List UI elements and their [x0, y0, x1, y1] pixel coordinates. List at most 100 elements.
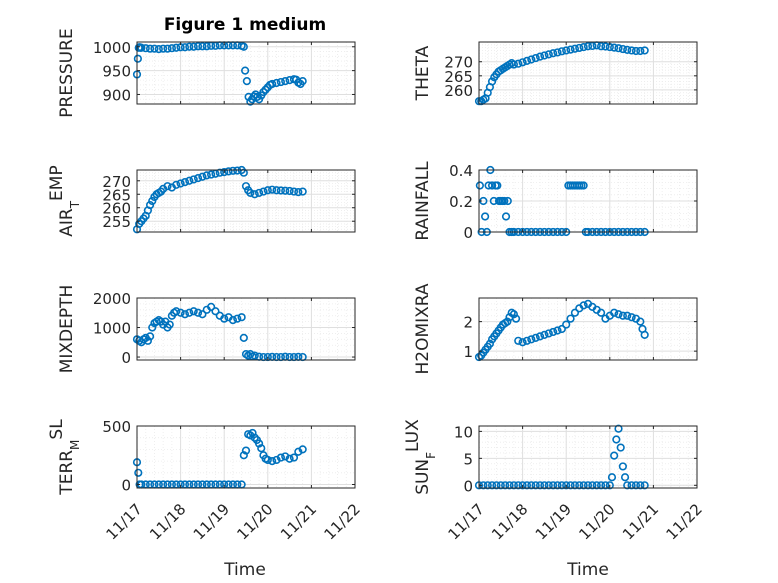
data-point: [596, 308, 606, 317]
data-point: [211, 41, 220, 50]
x-tick-label: 11/21: [277, 500, 320, 543]
data-point: [509, 310, 518, 319]
data-point: [294, 447, 303, 456]
plot-area: [479, 298, 697, 360]
data-point: [134, 468, 143, 477]
data-point: [610, 43, 619, 52]
data-point: [549, 49, 558, 58]
data-point: [631, 481, 641, 490]
data-point: [509, 481, 518, 490]
data-point: [503, 196, 512, 206]
data-point: [150, 44, 159, 53]
x-tick-label: 11/20: [575, 500, 618, 543]
data-point: [518, 481, 527, 490]
data-point: [531, 481, 540, 490]
data-point: [522, 56, 532, 65]
data-point: [562, 481, 571, 490]
data-point: [233, 314, 242, 323]
data-point: [627, 313, 636, 322]
data-point: [298, 445, 307, 454]
data-point: [627, 481, 636, 490]
data-point: [501, 481, 510, 490]
data-point: [557, 481, 566, 490]
y-tick-label: 0.4: [449, 162, 473, 180]
data-point: [566, 481, 575, 490]
data-point: [487, 77, 497, 86]
data-point: [544, 50, 553, 59]
data-point: [583, 481, 593, 490]
data-point: [180, 310, 190, 319]
data-point: [180, 43, 190, 52]
data-point: [487, 181, 497, 190]
data-point: [263, 455, 272, 465]
plot-area: [479, 426, 697, 488]
data-point: [540, 481, 549, 490]
data-point: [276, 77, 285, 87]
data-point: [220, 314, 229, 323]
data-point: [241, 66, 250, 75]
axes-box: [136, 41, 356, 105]
data-point: [202, 42, 211, 51]
data-point: [228, 166, 238, 175]
data-point: [167, 44, 176, 53]
data-point: [220, 168, 229, 177]
plot-area: [137, 170, 355, 232]
data-point: [180, 178, 190, 187]
subplot-h2omixra: 1 2 H2OMIXRA: [413, 283, 698, 375]
data-point: [612, 435, 621, 444]
y-tick-label: 270: [102, 173, 131, 191]
data-point: [579, 181, 588, 190]
y-tick-label: 265: [102, 186, 131, 204]
data-point: [198, 42, 207, 51]
data-point: [154, 45, 163, 54]
data-point: [241, 446, 251, 455]
data-point: [620, 473, 630, 482]
y-tick-label: 260: [102, 200, 131, 218]
data-point: [544, 329, 553, 338]
x-tick-label: 11/22: [321, 500, 364, 543]
data-point: [570, 44, 580, 53]
axes-box: [478, 297, 698, 361]
data-point: [562, 320, 571, 329]
y-axis-label: THETA: [413, 45, 433, 101]
data-point: [242, 77, 251, 86]
data-point: [540, 51, 549, 60]
y-axis-label: RAINFALL: [413, 161, 433, 241]
y-tick-label: 5: [463, 450, 473, 468]
data-point: [239, 451, 248, 460]
plot-area: [137, 42, 355, 104]
data-point: [250, 351, 259, 360]
figure-title: Figure 1 medium: [164, 15, 326, 35]
data-point: [636, 46, 645, 56]
data-point: [575, 43, 584, 53]
data-point: [575, 481, 584, 490]
data-point: [562, 46, 571, 55]
data-point: [610, 451, 619, 460]
data-point: [133, 54, 142, 63]
data-point: [289, 453, 299, 462]
data-point: [163, 44, 172, 53]
y-axis-label: PRESSURE: [57, 28, 77, 117]
plot-area: [137, 298, 355, 360]
data-point: [259, 187, 268, 196]
data-point: [215, 168, 224, 177]
axes-box: [136, 297, 356, 361]
data-point: [596, 42, 606, 51]
data-point: [605, 481, 614, 490]
axes-box: [136, 425, 356, 489]
data-point: [514, 59, 523, 68]
data-point: [601, 42, 610, 51]
data-point: [553, 326, 562, 335]
data-point: [289, 187, 299, 196]
y-axis-label: TERRMSL: [47, 419, 82, 496]
data-point: [185, 42, 194, 51]
data-point: [224, 167, 233, 176]
data-point: [511, 314, 521, 323]
axes-box: [136, 169, 356, 233]
data-point: [148, 196, 157, 206]
data-point: [294, 188, 303, 197]
data-point: [285, 454, 294, 463]
data-point: [272, 186, 281, 195]
data-point: [211, 307, 220, 316]
